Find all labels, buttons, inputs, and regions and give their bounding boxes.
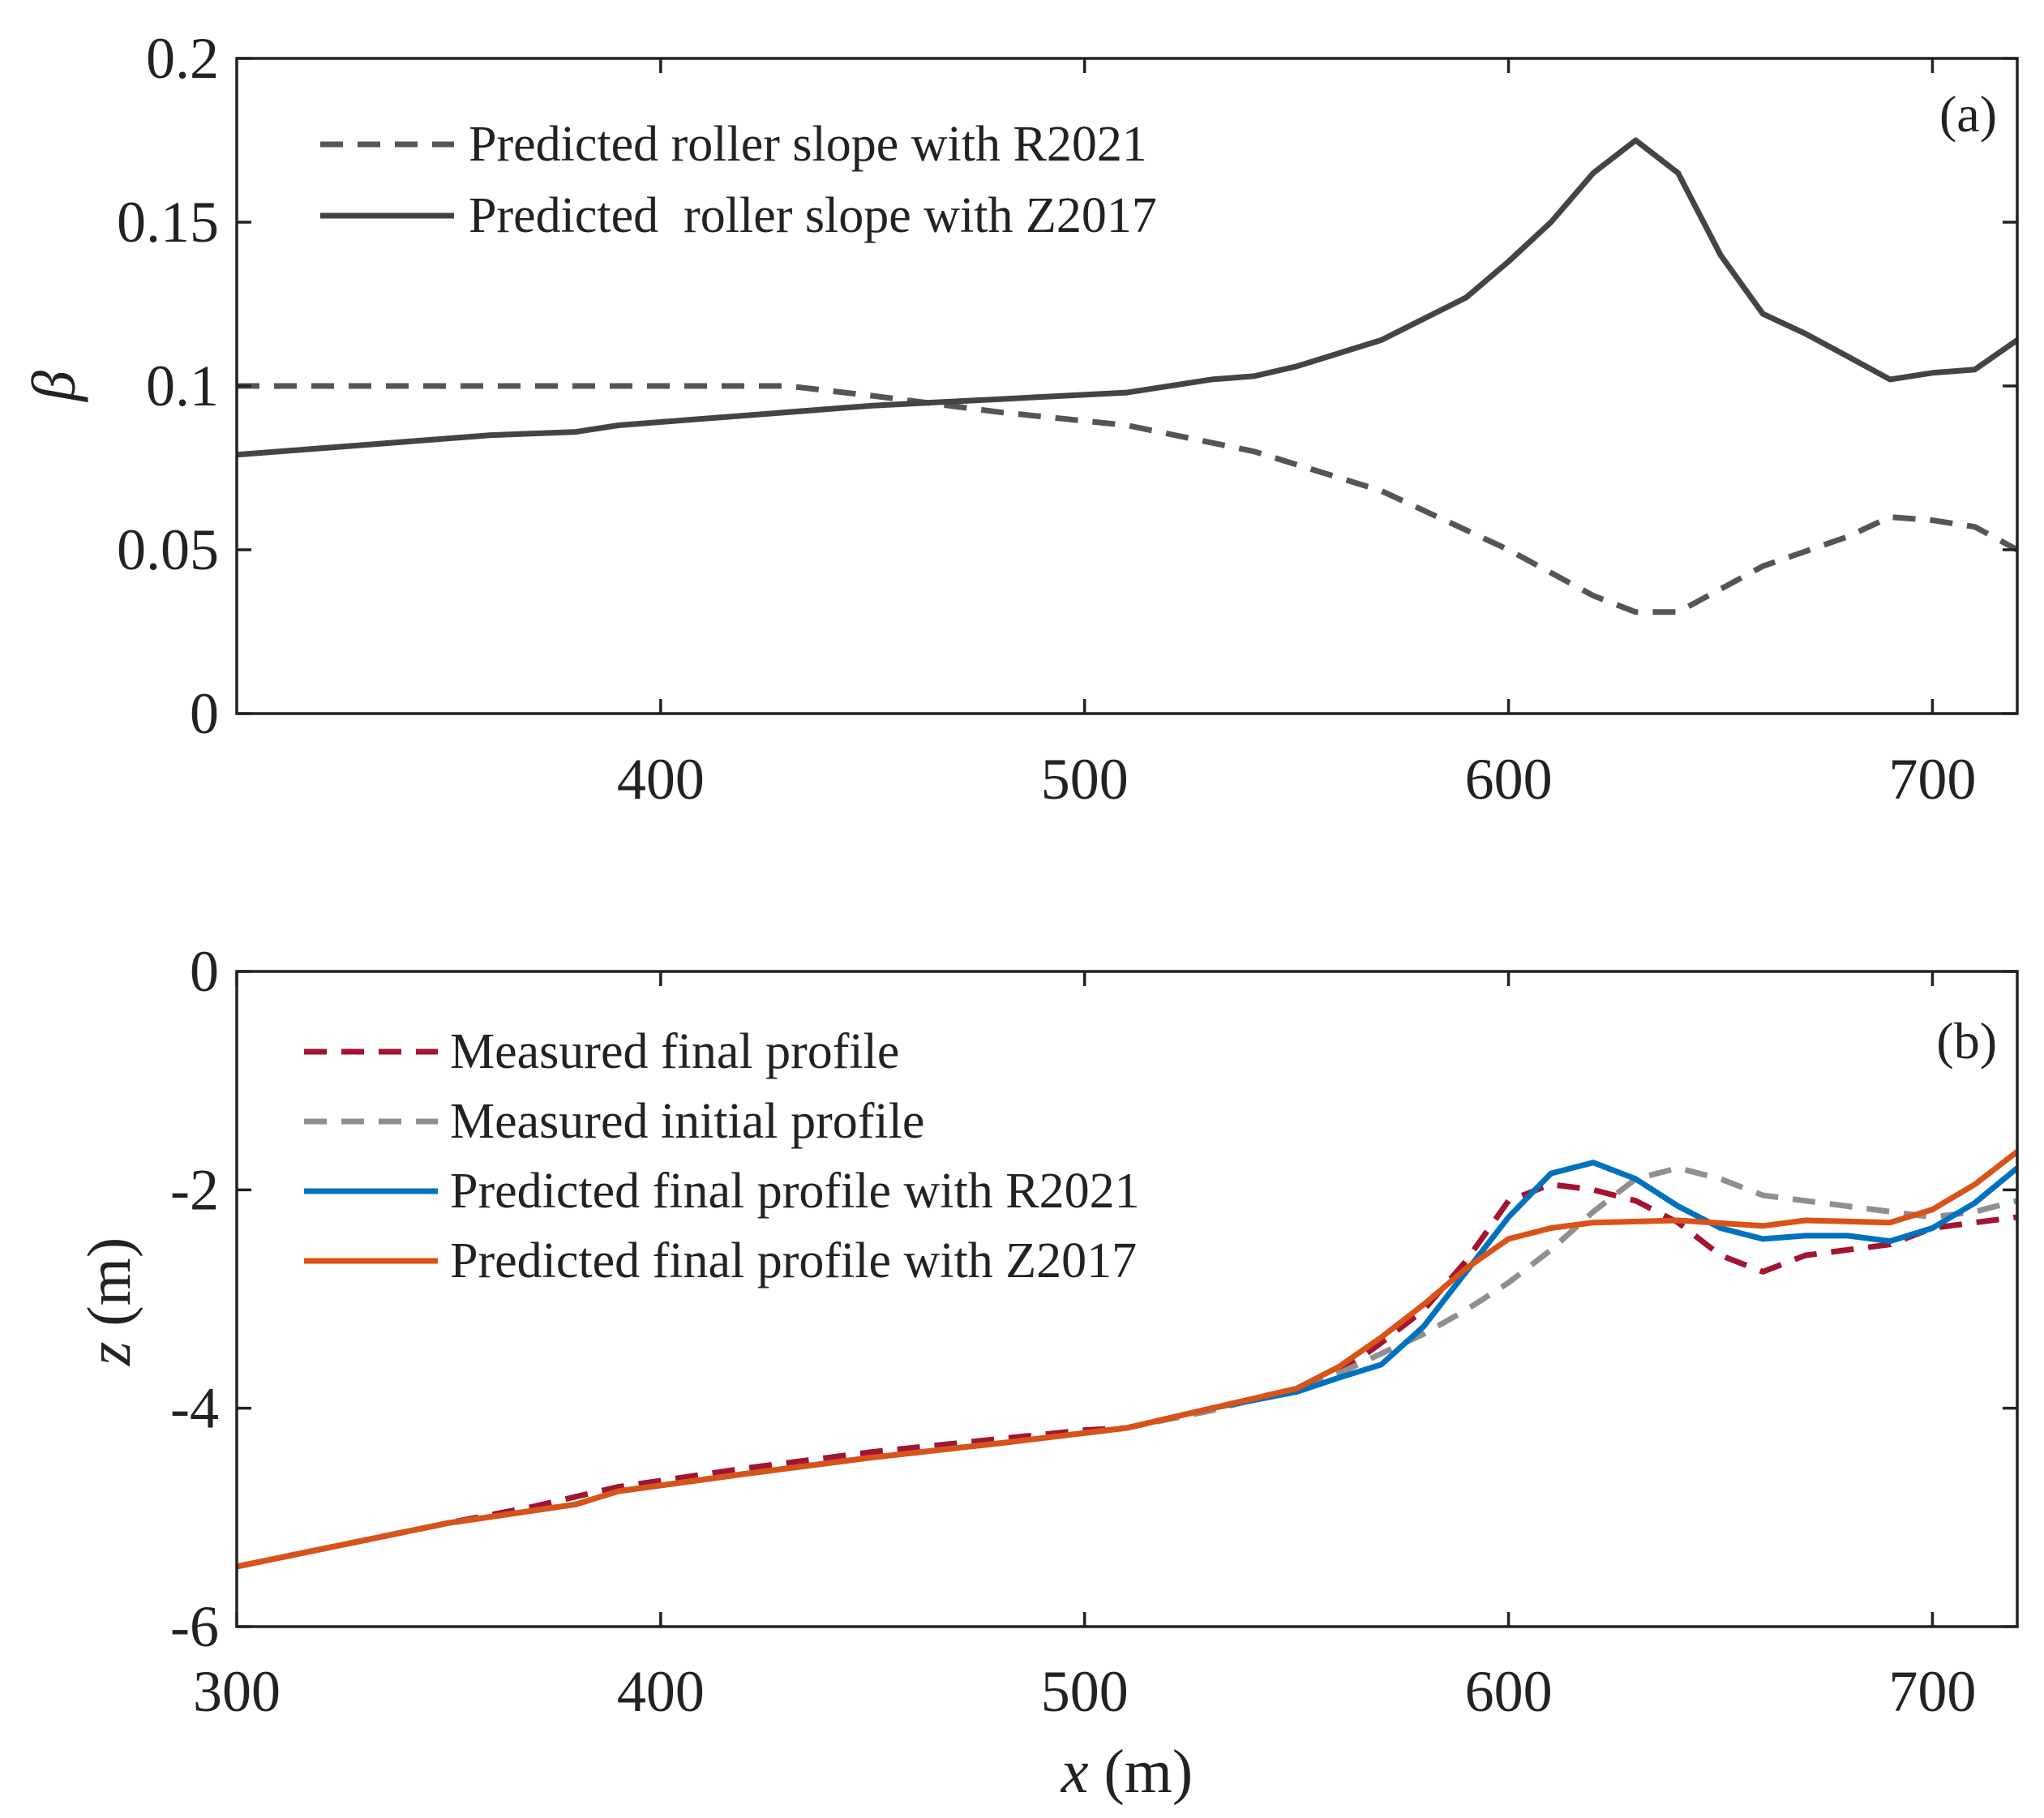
panel-a-y-tick-label: 0.1 [146,354,219,418]
panel-b-x-axis-label: x (m) [1061,1738,1193,1806]
panel-a-series-line-1 [237,137,2017,458]
panel-a-y-axis-label: β [20,371,88,403]
panel-b-legend-label: Measured final profile [450,1024,899,1079]
panel-b-y-axis-label: z (m) [75,1237,144,1366]
panel-b-x-tick-label: 700 [1888,1659,1976,1724]
panel-b-tag: (b) [1936,1012,1997,1070]
panel-b-y-tick-label: -4 [170,1376,219,1441]
panel-a-series-line-0 [237,383,2017,615]
panel-b-x-tick-label: 500 [1041,1659,1129,1724]
panel-a-tag: (a) [1939,85,1997,143]
panel-a-series-lines [237,137,2017,615]
panel-a-ticks: 400 500 600 700 0 0.05 0.1 0.15 0.2 [117,26,2017,812]
panel-a-y-tick-label: 0.05 [117,517,219,582]
panel-b-axes-frame [235,970,2019,1628]
panel-b-x-tick-label: 400 [617,1659,705,1724]
panel-b-legend: Measured final profile Measured initial p… [304,1024,1140,1288]
panel-b-legend-label: Predicted final profile with Z2017 [450,1233,1137,1288]
panel-b-ticks: 300 400 500 600 700 -6 -4 -2 0 [170,939,2017,1724]
panel-a-y-tick-label: 0.15 [117,190,219,255]
panel-a-y-tick-label: 0 [190,681,219,746]
panel-b-y-tick-label: 0 [190,939,219,1004]
panel-a-legend: Predicted roller slope with R2021 Predict… [320,117,1157,243]
panel-b-x-tick-label: 300 [193,1659,281,1724]
panel-b-x-tick-label: 600 [1465,1659,1553,1724]
panel-b-legend-label: Predicted final profile with R2021 [450,1164,1140,1219]
panel-b-series-line-0 [237,1181,2017,1570]
panel-a-y-tick-label: 0.2 [146,26,219,91]
panel-b-series-lines [237,1149,2017,1570]
panel-b-legend-label: Measured initial profile [450,1094,924,1149]
panel-a-x-tick-label: 700 [1888,747,1976,812]
panel-a-legend-label: Predicted roller slope with Z2017 [469,188,1157,243]
panel-a-x-tick-label: 600 [1465,747,1553,812]
panel-a-roller-slope: 400 500 600 700 0 0.05 0.1 0.15 0.2 Predicted ro… [20,26,2019,812]
panel-a-x-tick-label: 500 [1041,747,1129,812]
panel-b-bed-profile: 300 400 500 600 700 -6 -4 -2 0 Measured final pr… [75,939,2019,1806]
panel-b-series-line-1 [237,1164,2017,1570]
panel-b-series-line-3 [237,1149,2017,1570]
panel-b-y-tick-label: -6 [170,1594,219,1659]
panel-a-x-tick-label: 400 [617,747,705,812]
panel-a-legend-label: Predicted roller slope with R2021 [469,117,1147,172]
panel-b-y-tick-label: -2 [170,1157,219,1222]
